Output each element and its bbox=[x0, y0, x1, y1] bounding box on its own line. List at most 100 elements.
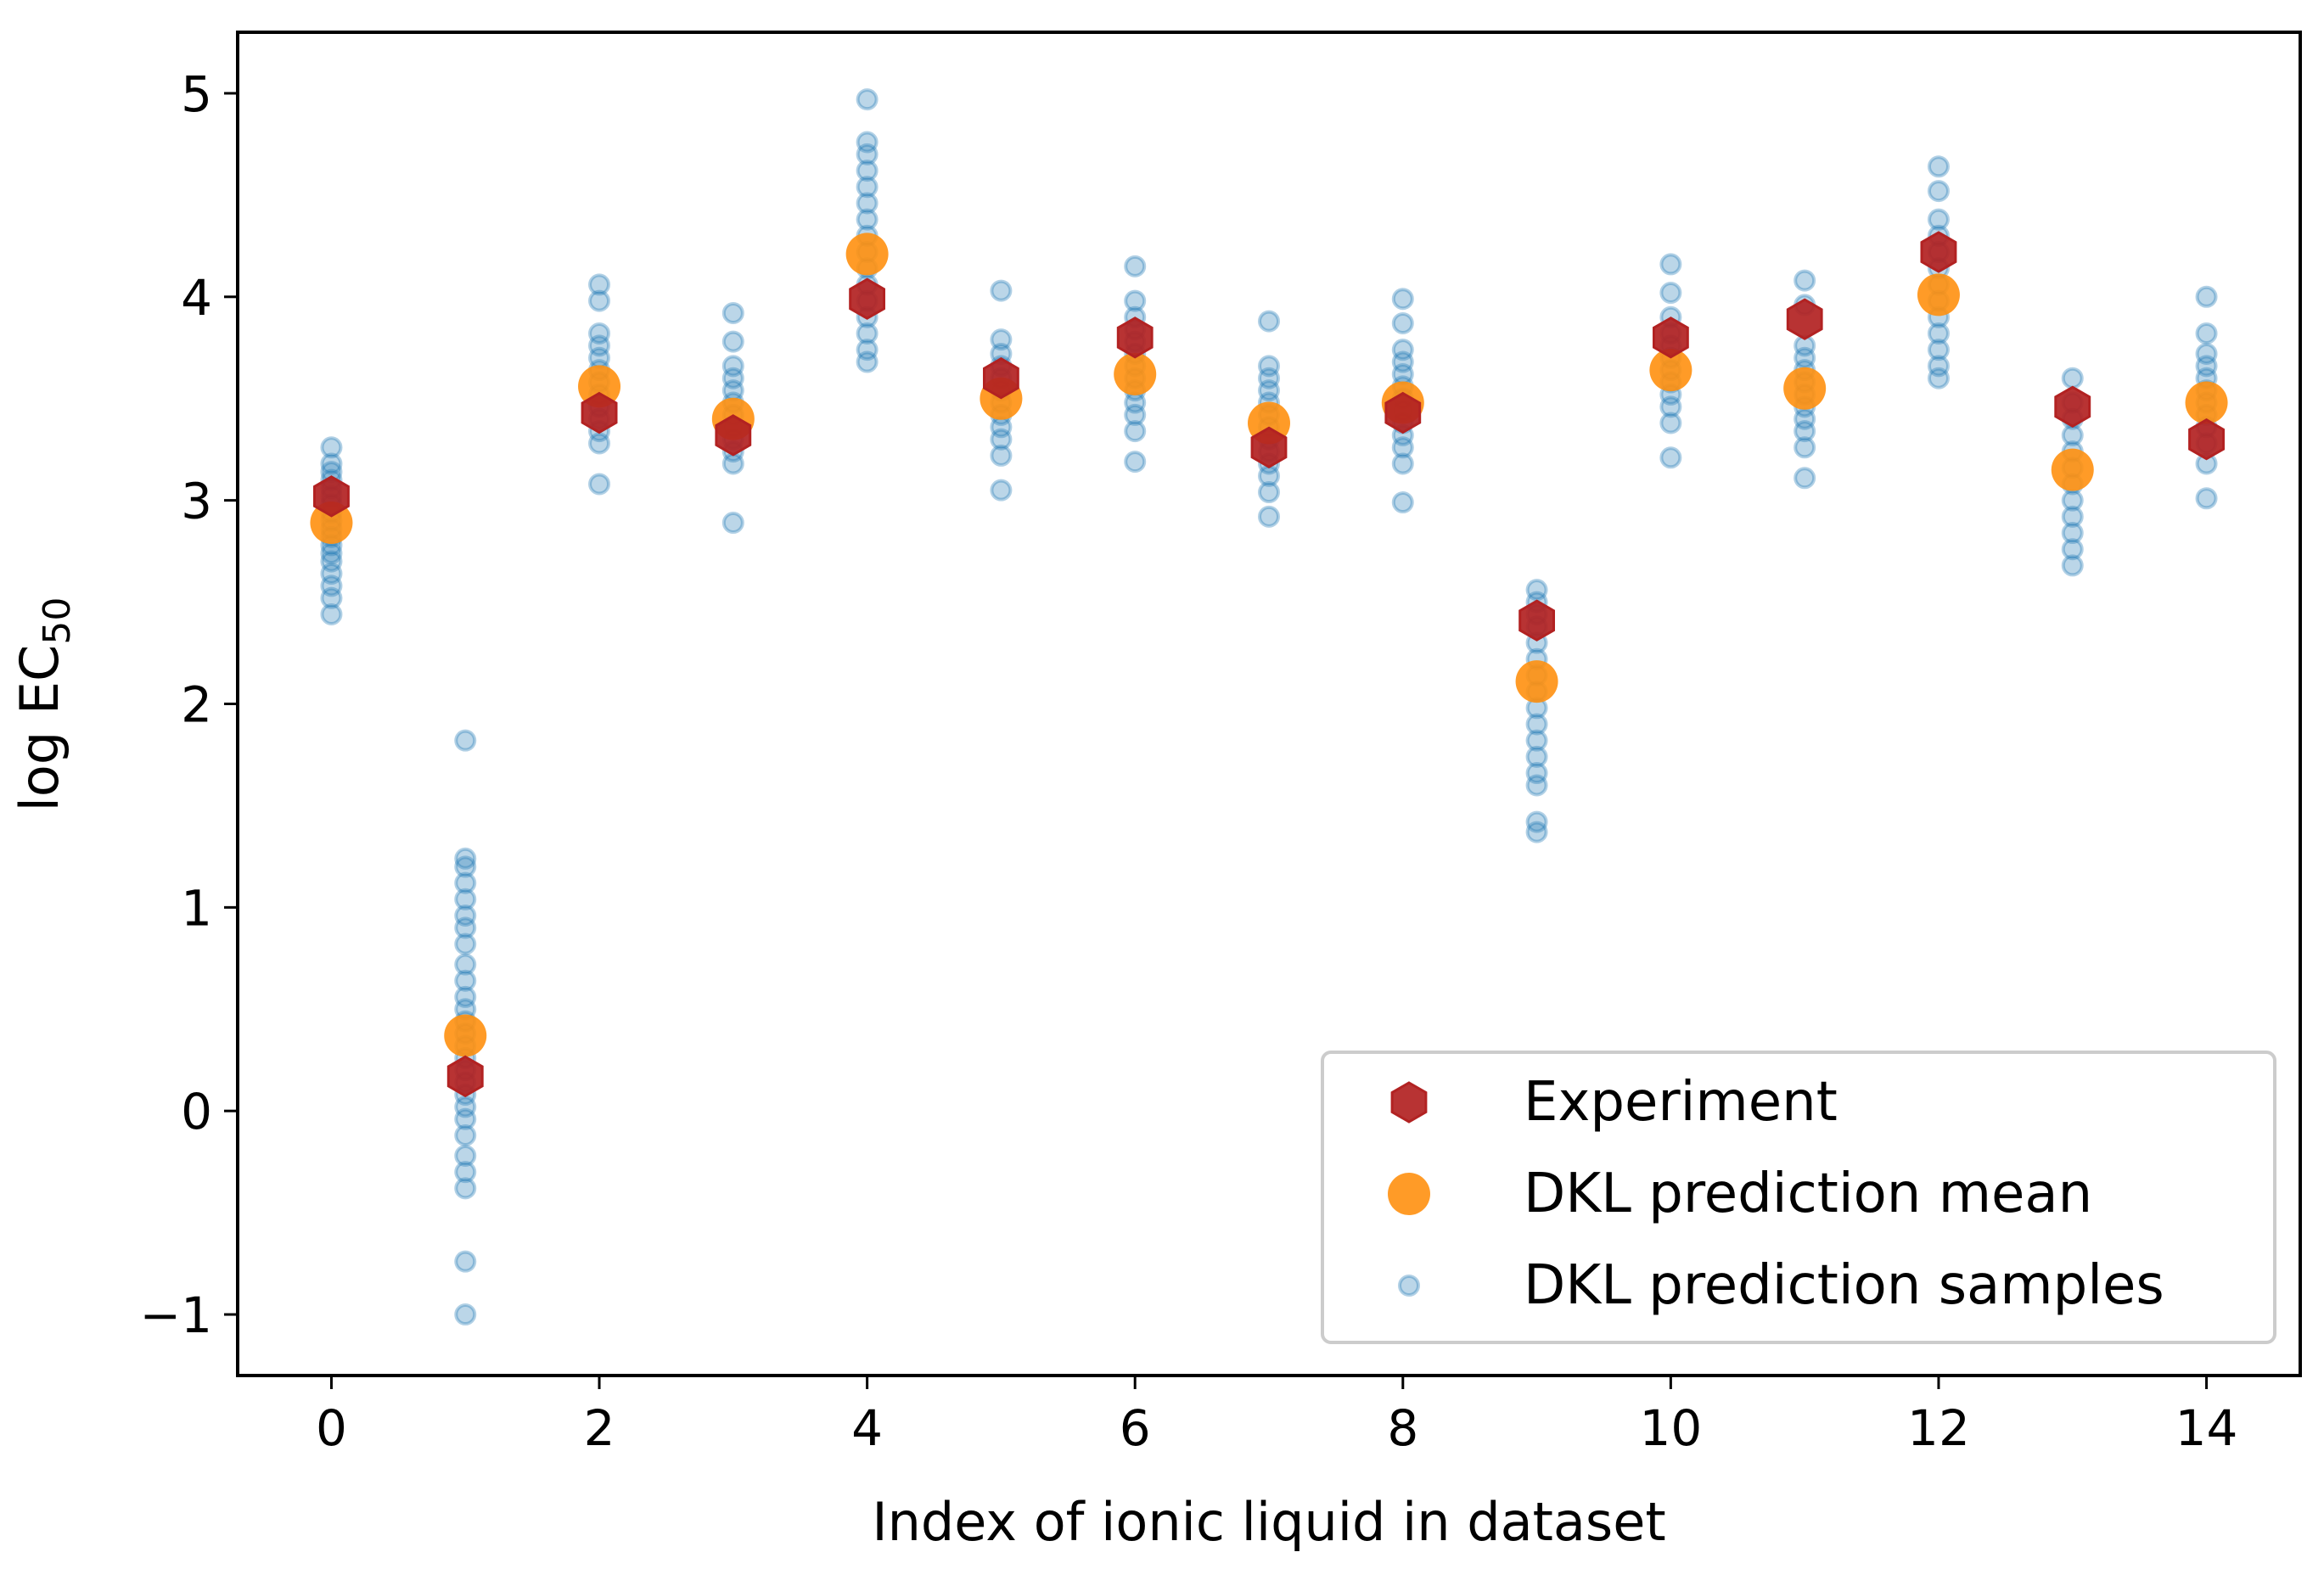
x-tick-label: 6 bbox=[1120, 1399, 1151, 1457]
legend-experiment-hexagon-icon bbox=[1390, 1081, 1428, 1124]
sample-point bbox=[2061, 367, 2084, 389]
sample-point bbox=[454, 1303, 477, 1326]
sample-point bbox=[1525, 810, 1548, 833]
sample-point bbox=[1124, 403, 1147, 426]
sample-point bbox=[320, 550, 343, 573]
mean-point bbox=[2185, 381, 2228, 424]
sample-point bbox=[2061, 554, 2084, 577]
legend: Experiment DKL prediction mean DKL predi… bbox=[1321, 1051, 2276, 1344]
sample-point bbox=[2195, 487, 2218, 510]
sample-point bbox=[1258, 505, 1280, 528]
sample-point bbox=[1525, 579, 1548, 602]
sample-point bbox=[1391, 436, 1414, 459]
sample-point bbox=[856, 350, 879, 373]
y-axis: −1 0 1 2 3 4 5 bbox=[140, 65, 238, 1344]
sample-point bbox=[454, 1095, 477, 1118]
sample-point bbox=[990, 279, 1013, 302]
sample-point bbox=[856, 322, 879, 345]
experiment-point bbox=[1250, 426, 1288, 469]
sample-point bbox=[990, 428, 1013, 451]
sample-point bbox=[1927, 339, 1950, 361]
experiment-point bbox=[313, 475, 350, 518]
sample-point bbox=[1258, 367, 1280, 389]
sample-point bbox=[856, 339, 879, 361]
experiment-point bbox=[849, 277, 885, 320]
sample-point bbox=[588, 322, 611, 345]
sample-point bbox=[1927, 180, 1950, 203]
sample-point bbox=[721, 330, 744, 353]
sample-point bbox=[856, 131, 879, 154]
x-tick-label: 2 bbox=[584, 1399, 615, 1457]
x-tick-label: 8 bbox=[1387, 1399, 1418, 1457]
sample-point bbox=[454, 888, 477, 911]
experiment-point bbox=[983, 356, 1019, 400]
sample-point bbox=[454, 871, 477, 894]
sample-point bbox=[1794, 269, 1816, 292]
sample-point bbox=[856, 160, 879, 182]
y-tick-label: 5 bbox=[181, 65, 212, 123]
sample-point bbox=[1525, 713, 1548, 736]
sample-point bbox=[721, 355, 744, 378]
y-axis-label-main: log EC bbox=[8, 645, 70, 812]
sample-point bbox=[454, 1124, 477, 1146]
y-tick-label: 4 bbox=[181, 269, 212, 327]
sample-point bbox=[721, 512, 744, 535]
circle-icon bbox=[1388, 1173, 1430, 1215]
sample-point bbox=[1927, 322, 1950, 345]
mean-point bbox=[845, 233, 889, 276]
experiment-point bbox=[1920, 231, 1957, 273]
sample-point bbox=[320, 562, 343, 585]
x-axis: 0 2 4 6 8 10 12 14 bbox=[316, 1376, 2237, 1457]
sample-point bbox=[454, 1250, 477, 1273]
sample-point bbox=[856, 176, 879, 199]
sample-point bbox=[588, 334, 611, 357]
sample-point bbox=[1659, 253, 1682, 276]
mean-point bbox=[2051, 448, 2094, 491]
sample-point bbox=[721, 367, 744, 389]
sample-point bbox=[2195, 322, 2218, 345]
sample-point bbox=[1927, 367, 1950, 389]
sample-point bbox=[990, 444, 1013, 467]
sample-point bbox=[320, 436, 343, 459]
mean-point bbox=[578, 365, 621, 408]
sample-point bbox=[1258, 379, 1280, 402]
mean-point bbox=[444, 1014, 487, 1057]
experiment-point bbox=[1653, 317, 1689, 359]
y-tick-label: 2 bbox=[181, 676, 212, 734]
sample-point bbox=[2061, 538, 2084, 561]
sample-point bbox=[990, 479, 1013, 502]
sample-point bbox=[1927, 355, 1950, 378]
experiment-point bbox=[1786, 298, 1823, 340]
sample-point bbox=[1659, 412, 1682, 434]
y-tick-label: 1 bbox=[181, 879, 212, 937]
sample-point bbox=[454, 729, 477, 752]
sample-point bbox=[454, 916, 477, 939]
experiment-point bbox=[1518, 599, 1555, 642]
y-axis-label-subscript: 50 bbox=[36, 597, 79, 645]
sample-point bbox=[856, 192, 879, 215]
legend-label-mean: DKL prediction mean bbox=[1524, 1163, 2092, 1225]
sample-point bbox=[1124, 255, 1147, 277]
sample-point bbox=[1525, 774, 1548, 797]
dot-icon bbox=[1398, 1275, 1420, 1297]
sample-point bbox=[1927, 208, 1950, 231]
sample-point bbox=[1659, 395, 1682, 418]
sample-point bbox=[856, 208, 879, 231]
x-tick-label: 4 bbox=[851, 1399, 883, 1457]
experiment-point bbox=[2188, 417, 2225, 461]
mean-point bbox=[1114, 352, 1157, 395]
sample-point bbox=[1794, 420, 1816, 443]
sample-point bbox=[1391, 311, 1414, 334]
sample-point bbox=[454, 855, 477, 878]
sample-point bbox=[1258, 481, 1280, 504]
sample-point bbox=[856, 143, 879, 165]
sample-point bbox=[1391, 288, 1414, 311]
mean-point bbox=[310, 502, 353, 545]
experiment-point bbox=[446, 1055, 484, 1098]
sample-point bbox=[1659, 282, 1682, 305]
hexagon-icon bbox=[1390, 1081, 1428, 1124]
sample-point bbox=[1794, 436, 1816, 459]
x-tick-label: 12 bbox=[1907, 1399, 1970, 1457]
mean-point bbox=[1515, 660, 1558, 703]
